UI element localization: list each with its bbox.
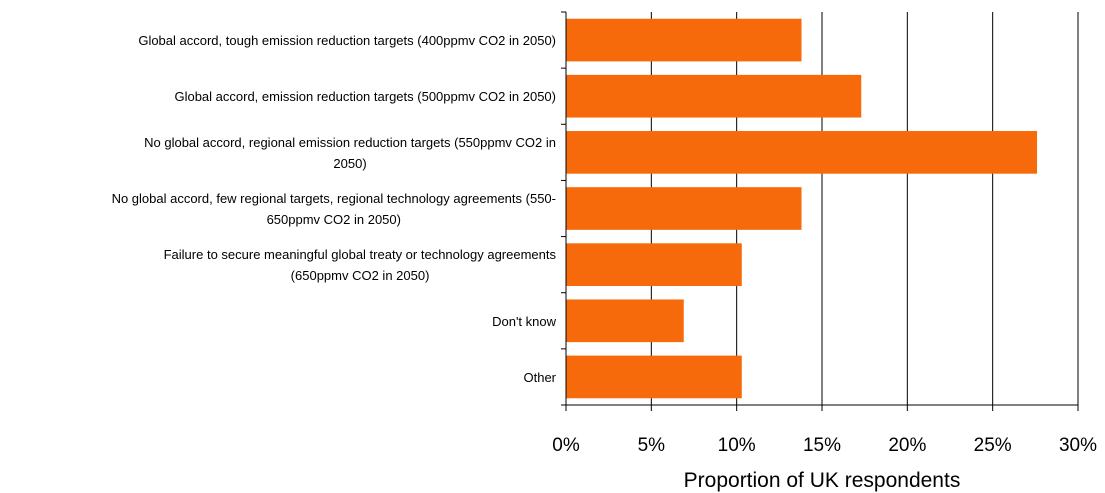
category-label: 2050)	[333, 156, 366, 171]
category-labels: Global accord, tough emission reduction …	[112, 33, 557, 385]
x-tick-label: 5%	[638, 435, 666, 456]
x-tick-labels: 0% 5% 10% 15% 20% 25% 30%	[552, 435, 1097, 456]
category-label: Don't know	[492, 314, 557, 329]
category-label: 650ppmv CO2 in 2050)	[267, 212, 401, 227]
bar	[566, 74, 862, 118]
x-axis-title: Proportion of UK respondents	[684, 469, 961, 492]
x-tick-label: 30%	[1059, 435, 1097, 456]
category-label: (650ppmv CO2 in 2050)	[291, 268, 430, 283]
axes	[561, 11, 1079, 411]
bar	[566, 18, 802, 62]
bars	[566, 18, 1038, 399]
category-label: Other	[523, 370, 556, 385]
x-tick-label: 25%	[974, 435, 1012, 456]
category-label: No global accord, regional emission redu…	[144, 135, 556, 150]
x-tick-label: 15%	[803, 435, 841, 456]
bar	[566, 187, 802, 230]
x-tick-label: 0%	[552, 435, 580, 456]
category-label: Failure to secure meaningful global trea…	[164, 247, 557, 262]
bar	[566, 299, 684, 343]
category-label: Global accord, emission reduction target…	[174, 89, 556, 104]
x-tick-label: 20%	[888, 435, 926, 456]
category-label: No global accord, few regional targets, …	[112, 191, 556, 206]
bar	[566, 355, 742, 399]
bar	[566, 131, 1038, 174]
bar	[566, 243, 742, 286]
category-label: Global accord, tough emission reduction …	[138, 33, 556, 48]
x-tick-label: 10%	[718, 435, 756, 456]
